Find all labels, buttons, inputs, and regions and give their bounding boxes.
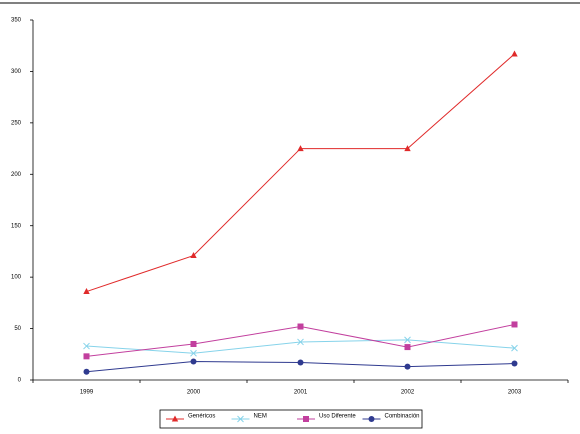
marker-circle bbox=[368, 416, 375, 422]
y-tick-label: 350 bbox=[11, 18, 22, 24]
marker-x bbox=[404, 336, 411, 344]
marker-x bbox=[83, 342, 90, 350]
marker-circle bbox=[511, 360, 518, 367]
x-tick-label: 2000 bbox=[187, 390, 201, 396]
x-tick-label: 2002 bbox=[401, 390, 415, 396]
y-tick-label: 150 bbox=[11, 223, 22, 229]
marker-x bbox=[297, 338, 304, 346]
marker-triangle bbox=[297, 145, 304, 152]
marker-x bbox=[237, 415, 244, 423]
marker-square bbox=[83, 353, 90, 360]
marker-square bbox=[511, 321, 518, 328]
legend-label: Genéricos bbox=[188, 414, 215, 420]
marker-square bbox=[303, 416, 309, 422]
y-tick-label: 200 bbox=[11, 172, 22, 178]
legend-label: Combinación bbox=[385, 414, 420, 420]
marker-square bbox=[297, 323, 304, 330]
marker-x bbox=[511, 344, 518, 352]
legend-label: NEM bbox=[254, 414, 267, 420]
marker-triangle bbox=[190, 252, 197, 259]
x-tick-label: 2003 bbox=[508, 390, 522, 396]
marker-circle bbox=[83, 368, 90, 375]
y-tick-label: 100 bbox=[11, 275, 22, 281]
y-tick-label: 0 bbox=[18, 378, 22, 384]
legend-label: Uso Diferente bbox=[319, 414, 356, 420]
legend-box bbox=[159, 409, 423, 429]
y-tick-label: 50 bbox=[14, 326, 21, 332]
marker-circle bbox=[297, 359, 304, 366]
marker-x bbox=[190, 349, 197, 357]
marker-circle bbox=[404, 363, 411, 370]
marker-triangle bbox=[83, 288, 90, 295]
marker-circle bbox=[190, 358, 197, 365]
y-tick-label: 250 bbox=[11, 120, 22, 126]
marker-triangle bbox=[404, 145, 411, 152]
series-line bbox=[86, 53, 515, 293]
marker-square bbox=[190, 341, 197, 347]
x-tick-label: 2001 bbox=[294, 390, 308, 396]
y-tick-label: 300 bbox=[11, 69, 22, 75]
marker-triangle bbox=[171, 415, 179, 422]
marker-square bbox=[404, 344, 411, 351]
marker-triangle bbox=[511, 50, 518, 57]
x-tick-label: 1999 bbox=[80, 390, 94, 396]
